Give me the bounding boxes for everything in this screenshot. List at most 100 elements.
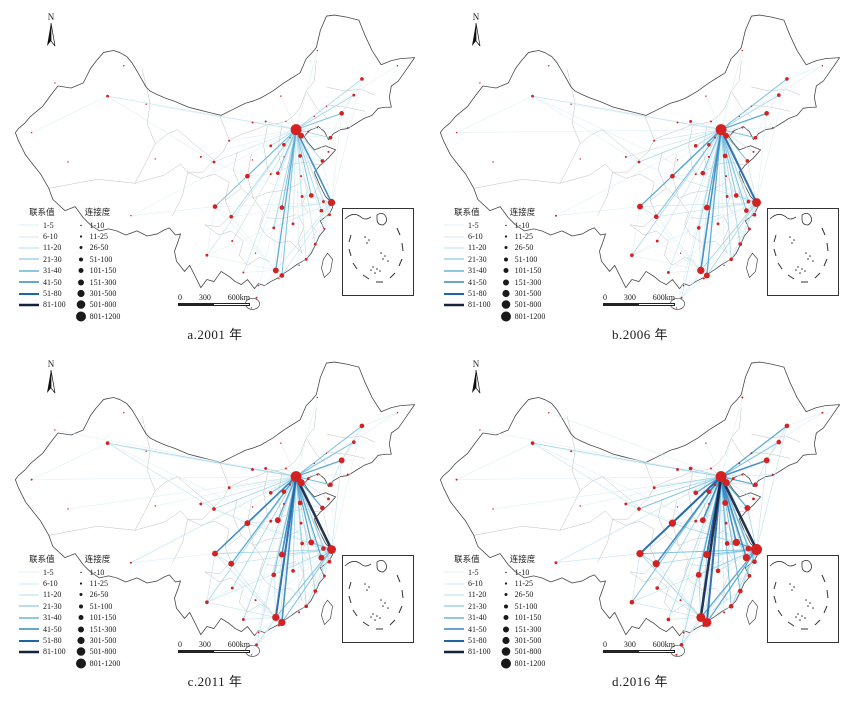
flow-edge xyxy=(720,129,732,260)
legend-dot-item: 501-800 xyxy=(75,299,121,310)
city-node-LZ xyxy=(212,507,216,511)
flow-edge xyxy=(680,129,722,254)
legend-line-label: 31-40 xyxy=(468,266,487,276)
city-node-YAN xyxy=(676,506,679,508)
legend-line-sample xyxy=(19,605,39,607)
legend-line-item: 81-100 xyxy=(443,646,491,657)
legend-dot-item: 51-100 xyxy=(500,601,546,612)
flow-edge xyxy=(639,202,757,207)
city-node-JMS xyxy=(821,65,824,67)
legend-dot-item: 101-150 xyxy=(500,265,546,276)
legend-dots-title: 连接度 xyxy=(84,207,111,218)
legend-dot-label: 26-50 xyxy=(514,590,534,600)
flow-edge xyxy=(130,129,297,216)
flow-edge xyxy=(532,442,722,477)
legend-line-label: 11-20 xyxy=(468,590,487,600)
city-node-GM xyxy=(579,505,581,507)
city-node-SAN xyxy=(675,307,678,309)
flow-edge xyxy=(256,617,277,645)
city-node-BJ xyxy=(290,124,302,136)
flow-edge xyxy=(295,94,355,130)
legend-line-item: 31-40 xyxy=(18,265,66,276)
flow-edge xyxy=(720,129,737,196)
city-node-SUZ xyxy=(745,545,752,552)
city-node-ZHJ xyxy=(682,631,685,634)
legend-line-sample xyxy=(19,270,39,272)
city-node-SH xyxy=(327,545,336,554)
city-nodes xyxy=(30,396,399,656)
city-node-KS xyxy=(30,478,33,481)
legend-line-sample xyxy=(444,650,464,654)
legend-line-item: 31-40 xyxy=(18,612,66,623)
legend-dot-sample xyxy=(75,658,86,669)
city-node-HD xyxy=(707,155,710,158)
city-node-XL xyxy=(280,442,282,444)
city-node-ZH xyxy=(277,624,280,627)
legend-lines-column: 联系值 1-5 6-10 11-20 21-30 31-40 41-50 51-80 81-1… xyxy=(18,553,66,657)
flow-edge xyxy=(107,442,297,477)
flow-edge xyxy=(295,50,318,130)
flow-edge xyxy=(705,96,722,130)
legend-dot-sample xyxy=(502,636,510,645)
scale-label-0: 0 xyxy=(178,640,182,649)
legend-line-item: 11-20 xyxy=(18,589,66,600)
city-node-HRB xyxy=(785,77,789,81)
city-node-NC xyxy=(291,568,295,573)
flow-edge xyxy=(296,127,348,130)
flow-edge xyxy=(330,113,342,138)
flow-edge xyxy=(698,207,708,228)
flow-edge xyxy=(274,476,298,618)
city-node-YI xyxy=(479,82,481,84)
legend-dot-sample xyxy=(75,311,86,322)
flow-edge xyxy=(300,155,323,162)
legend-line-item: 21-30 xyxy=(18,254,66,265)
flow-edge xyxy=(668,549,757,620)
city-node-FZ xyxy=(313,242,317,246)
city-node-XA xyxy=(668,519,677,527)
legend-dot-sample xyxy=(76,300,85,310)
legend-line-label: 6-10 xyxy=(43,232,58,242)
city-node-GZ xyxy=(272,267,279,274)
city-node-JMS xyxy=(821,411,824,414)
scale-label-300: 300 xyxy=(623,293,636,302)
legend-line-label: 11-20 xyxy=(43,590,62,600)
flow-edge xyxy=(295,129,312,196)
city-node-TL xyxy=(750,452,753,455)
flow-edge xyxy=(324,549,332,576)
city-node-HT xyxy=(67,161,69,163)
flow-edge xyxy=(295,129,331,139)
flow-edge xyxy=(720,129,749,202)
flow-edge xyxy=(720,129,756,139)
flow-edge xyxy=(231,129,297,242)
legend-line-label: 81-100 xyxy=(43,647,66,657)
city-node-NN xyxy=(666,617,671,622)
flow-edge xyxy=(668,270,701,273)
legend-line-label: 51-80 xyxy=(43,289,62,299)
flow-edge xyxy=(755,113,767,138)
city-node-SJZ xyxy=(707,142,711,147)
flow-edge xyxy=(281,259,307,276)
city-node-KM xyxy=(205,600,209,605)
legend-dot-item: 501-800 xyxy=(500,646,546,657)
flow-edge xyxy=(639,553,702,618)
flow-edge xyxy=(668,202,757,273)
flow-edge xyxy=(720,65,823,130)
flow-edge xyxy=(243,617,276,620)
flow-edge xyxy=(341,94,355,114)
flow-edge xyxy=(755,460,767,485)
legend-line-item: 41-50 xyxy=(18,276,66,287)
legend-dot-sample xyxy=(501,300,510,310)
city-node-SUZ xyxy=(746,199,751,204)
flow-edge xyxy=(322,160,332,203)
city-node-BJ xyxy=(290,471,302,483)
flow-edge xyxy=(717,202,757,225)
city-node-HK xyxy=(680,296,683,299)
city-node-YC xyxy=(653,139,656,142)
city-node-LY xyxy=(694,173,697,176)
city-node-XA xyxy=(670,173,675,179)
legend-dot-label: 1-10 xyxy=(514,220,530,230)
flow-edge xyxy=(273,227,277,271)
city-node-YI xyxy=(54,429,56,431)
city-node-HZ xyxy=(742,553,751,562)
flow-edge xyxy=(638,508,673,524)
